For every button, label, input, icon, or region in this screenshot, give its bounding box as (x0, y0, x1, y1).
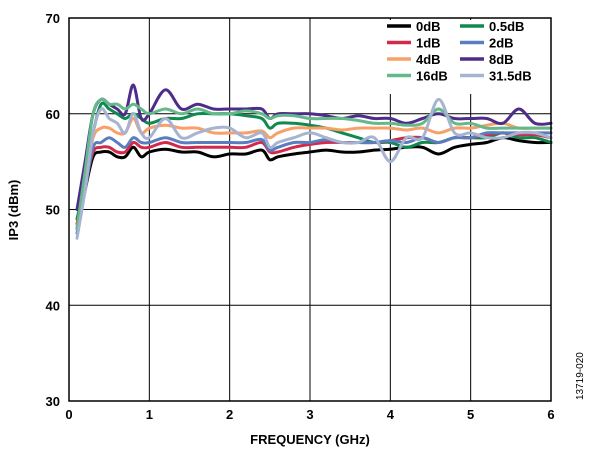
legend-label: 31.5dB (489, 69, 532, 84)
legend-background (381, 20, 549, 94)
legend-label: 4dB (416, 52, 441, 67)
x-tick-labels: 0 1 2 3 4 5 6 (65, 407, 554, 422)
y-tick-label: 30 (46, 394, 60, 409)
series-line-0dB (75, 136, 553, 231)
series-line-31-5dB (75, 97, 553, 240)
x-tick-label: 3 (306, 407, 313, 422)
legend-label: 0.5dB (489, 19, 524, 34)
series-line-0-5dB (75, 101, 553, 221)
figure-id: 13719-020 (575, 352, 586, 400)
x-tick-label: 2 (226, 407, 233, 422)
y-tick-label: 60 (46, 107, 60, 122)
x-tick-label: 6 (547, 407, 554, 422)
y-tick-label: 50 (46, 203, 60, 218)
legend-label: 8dB (489, 52, 514, 67)
x-tick-label: 5 (467, 407, 474, 422)
x-tick-label: 0 (65, 407, 72, 422)
series-line-1dB (75, 131, 553, 226)
series-line-16dB (75, 97, 553, 231)
legend-label: 1dB (416, 36, 441, 51)
y-axis-label: IP3 (dBm) (6, 180, 21, 241)
y-tick-label: 40 (46, 298, 60, 313)
series-lines (75, 83, 553, 240)
legend: 0dB 0.5dB 1dB 2dB 4dB 8dB 16dB 31.5dB (381, 19, 549, 94)
x-tick-label: 1 (146, 407, 153, 422)
series-line-2dB (75, 131, 553, 235)
x-axis-label: FREQUENCY (GHz) (250, 432, 370, 447)
plot-frame (68, 17, 552, 402)
legend-label: 16dB (416, 69, 448, 84)
legend-label: 2dB (489, 36, 514, 51)
legend-label: 0dB (416, 19, 441, 34)
y-tick-labels: 30 40 50 60 70 (46, 11, 60, 409)
x-tick-label: 4 (387, 407, 395, 422)
y-tick-label: 70 (46, 11, 60, 26)
